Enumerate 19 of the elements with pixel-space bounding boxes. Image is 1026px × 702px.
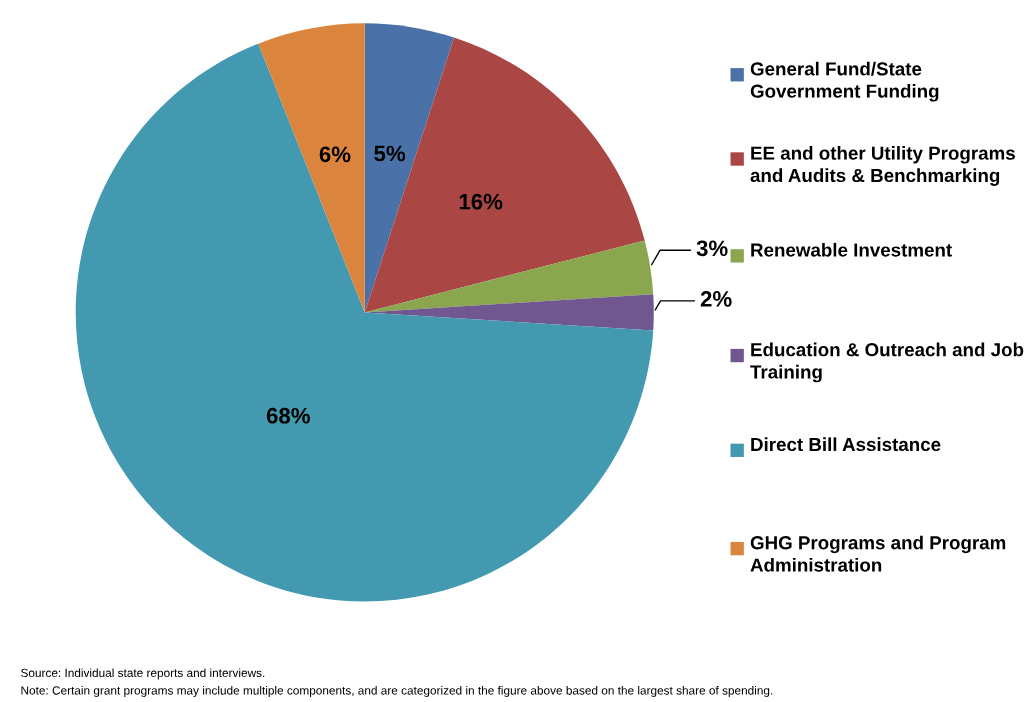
- legend-label: EE and other Utility Programs and Audits & Benchmarking: [750, 146, 1015, 186]
- data-label: 3%: [696, 240, 728, 257]
- pie-slice: [258, 23, 365, 313]
- source-note: Source: Individual state reports and interviews.: [21, 668, 265, 680]
- legend-label: GHG Programs and Program Administration: [750, 535, 1006, 572]
- legend-label: Direct Bill Assistance: [751, 437, 941, 452]
- text: Note: Certain grant programs may include multiple components, and are categorized in the figure above based on the largest share of spending.: [21, 685, 773, 697]
- data-label: 6%: [319, 146, 351, 163]
- pie-slice: [75, 43, 654, 602]
- pie-slice: [364, 294, 654, 331]
- data-label: 68%: [266, 407, 310, 424]
- legend-label: Renewable Investment: [751, 242, 952, 257]
- data-label: 2%: [700, 291, 732, 307]
- legend-label: Education & Outreach and Job Training: [750, 342, 1024, 383]
- pie-slice: [364, 37, 645, 313]
- data-label: 16%: [459, 193, 503, 210]
- pie-slice: [364, 23, 455, 313]
- legend-label: General Fund/State Government Funding: [750, 61, 939, 102]
- data-label: 5%: [374, 145, 406, 162]
